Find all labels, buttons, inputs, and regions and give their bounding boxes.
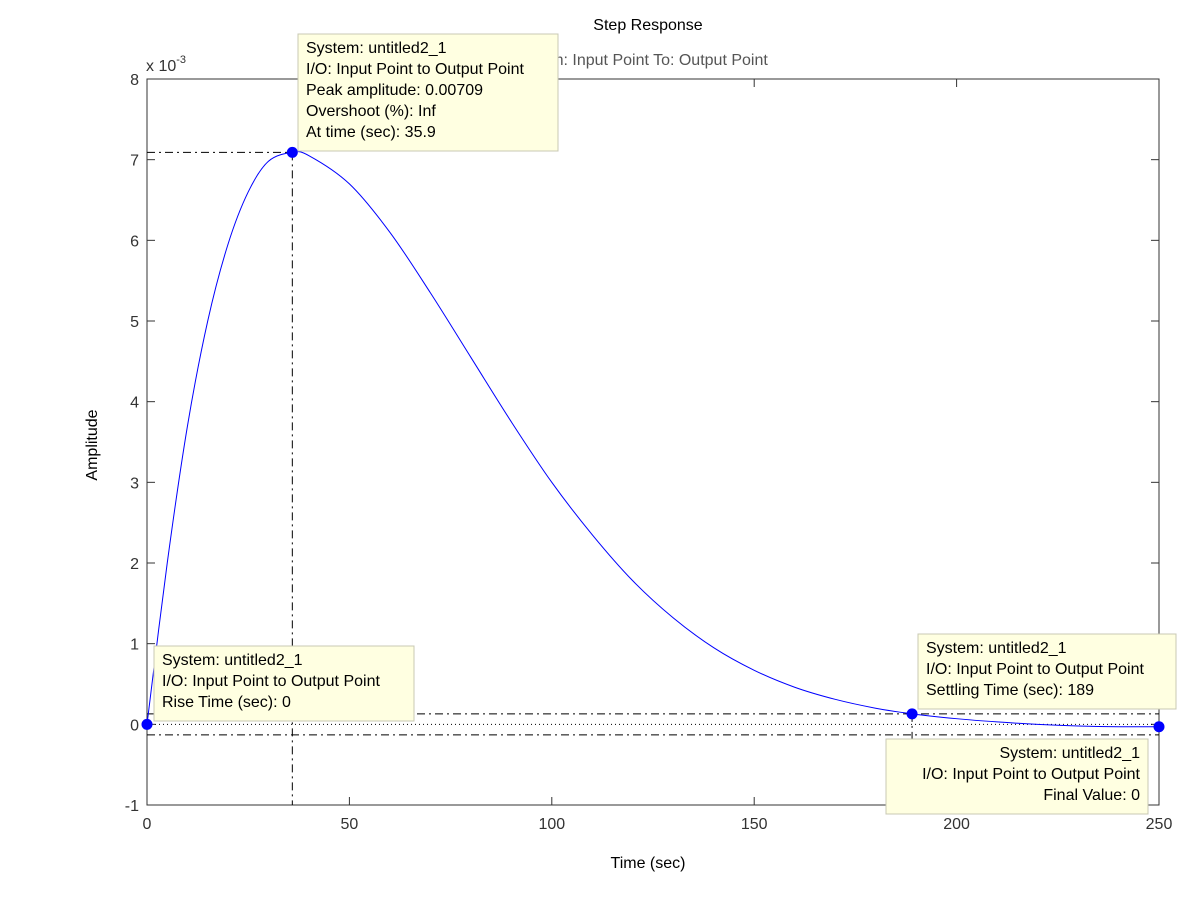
response-curve-layer [146,151,1160,728]
y-tick-label: 2 [130,556,139,573]
final-marker [1153,721,1165,733]
x-axis-label: Time (sec) [611,855,686,872]
datatip-line: System: untitled2_1 [306,40,447,57]
settling-datatip: System: untitled2_1 I/O: Input Point to O… [917,633,1177,710]
y-tick-label: 7 [130,153,139,170]
x-tick-label: 50 [341,816,359,833]
datatip-line: I/O: Input Point to Output Point [306,61,524,78]
datatip-line: System: untitled2_1 [926,640,1067,657]
datatip-box [917,633,1177,710]
peak-datatip: System: untitled2_1 I/O: Input Point to O… [297,33,559,152]
y-tick-label: 6 [130,233,139,250]
y-exponent-label: x 10-3 [146,54,186,75]
datatip-line: Final Value: 0 [1043,787,1140,804]
peak-marker [286,146,298,158]
y-tick-label: 8 [130,72,139,89]
datatip-box [153,645,415,722]
datatip-box [297,33,559,152]
final-datatip: System: untitled2_1 I/O: Input Point to O… [885,738,1149,815]
io-subtitle: From: Input Point To: Output Point [526,52,768,69]
datatip-line: I/O: Input Point to Output Point [162,673,380,690]
rise-marker [141,718,153,730]
datatip-line: I/O: Input Point to Output Point [922,766,1140,783]
step-response-line [146,151,1160,728]
y-tick-label: 5 [130,314,139,331]
y-tick-label: 0 [130,717,139,734]
datatip-line: Settling Time (sec): 189 [926,682,1094,699]
datatip-line: Overshoot (%): Inf [306,103,436,120]
x-tick-label: 250 [1146,816,1173,833]
datatip-line: System: untitled2_1 [162,652,303,669]
x-tick-label: 0 [143,816,152,833]
datatip-line: Peak amplitude: 0.00709 [306,82,483,99]
y-tick-label: 4 [130,395,139,412]
datatip-line: At time (sec): 35.9 [306,124,436,141]
characteristic-markers [141,146,1165,733]
datatip-line: Rise Time (sec): 0 [162,694,291,711]
settling-marker [906,708,918,720]
chart-title: Step Response [593,17,703,34]
x-tick-label: 200 [943,816,970,833]
x-tick-label: 100 [538,816,565,833]
y-tick-label: 1 [130,637,139,654]
rise-datatip: System: untitled2_1 I/O: Input Point to O… [153,645,415,722]
y-axis-label: Amplitude [84,409,101,480]
y-tick-label: 3 [130,475,139,492]
datatip-line: I/O: Input Point to Output Point [926,661,1144,678]
y-tick-label: -1 [125,798,139,815]
datatips: System: untitled2_1 I/O: Input Point to O… [153,33,1177,815]
datatip-box [885,738,1149,815]
datatip-line: System: untitled2_1 [999,745,1140,762]
x-tick-label: 150 [741,816,768,833]
